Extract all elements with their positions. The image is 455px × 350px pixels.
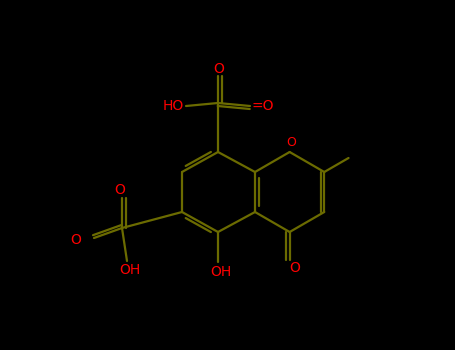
- Text: O: O: [70, 233, 81, 247]
- Text: O: O: [289, 261, 300, 275]
- Text: O: O: [213, 62, 224, 76]
- Text: OH: OH: [210, 265, 232, 279]
- Text: O: O: [115, 183, 126, 197]
- Text: O: O: [287, 135, 297, 148]
- Text: HO: HO: [163, 99, 184, 113]
- Text: =O: =O: [252, 99, 274, 113]
- Text: OH: OH: [119, 263, 141, 277]
